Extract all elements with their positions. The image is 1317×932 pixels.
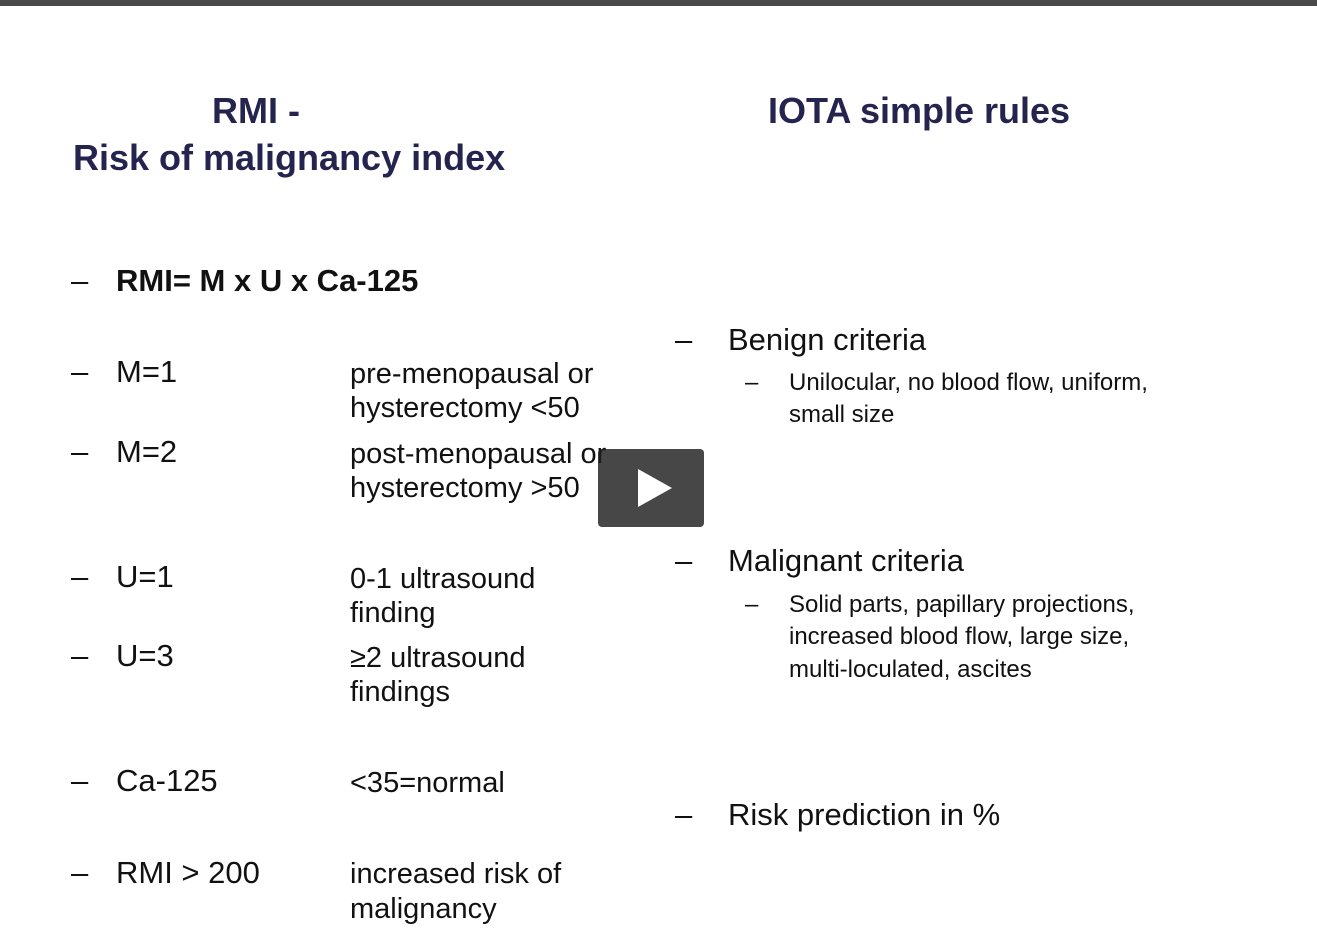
malignant-criteria-text: Solid parts, papillary projections, bbox=[789, 591, 1135, 618]
rmi-factor-label: U=1 bbox=[116, 559, 174, 594]
sub-bullet-dash: – bbox=[745, 591, 759, 618]
play-icon bbox=[638, 469, 672, 507]
bullet-dash: – bbox=[71, 855, 89, 890]
rmi-factor-label: U=3 bbox=[116, 638, 174, 673]
benign-criteria-text: Unilocular, no blood flow, uniform, bbox=[789, 369, 1148, 396]
rmi-title: RMI - bbox=[212, 90, 300, 131]
rmi-factor-desc: pre-menopausal or bbox=[350, 358, 594, 390]
rmi-subtitle: Risk of malignancy index bbox=[73, 137, 506, 178]
bullet-dash: – bbox=[71, 263, 89, 298]
rmi-factor-label: M=2 bbox=[116, 434, 178, 469]
risk-prediction-heading: Risk prediction in % bbox=[728, 797, 1001, 832]
benign-criteria-text: small size bbox=[789, 401, 895, 428]
top-border-bar bbox=[0, 0, 1317, 6]
sub-bullet-dash: – bbox=[745, 369, 759, 396]
malignant-criteria-heading: Malignant criteria bbox=[728, 543, 965, 578]
rmi-factor-desc: malignancy bbox=[350, 893, 497, 925]
rmi-factor-desc: 0-1 ultrasound bbox=[350, 563, 536, 595]
rmi-factor-label: Ca-125 bbox=[116, 763, 218, 798]
bullet-dash: – bbox=[675, 322, 693, 357]
bullet-dash: – bbox=[675, 797, 693, 832]
rmi-factor-desc: finding bbox=[350, 597, 436, 629]
rmi-factor-desc: hysterectomy <50 bbox=[350, 392, 580, 424]
malignant-criteria-text: multi-loculated, ascites bbox=[789, 656, 1032, 683]
bullet-dash: – bbox=[675, 543, 693, 578]
rmi-factor-desc: increased risk of bbox=[350, 858, 562, 890]
bullet-dash: – bbox=[71, 638, 89, 673]
bullet-dash: – bbox=[71, 354, 89, 389]
rmi-factor-desc: findings bbox=[350, 676, 450, 708]
bullet-dash: – bbox=[71, 559, 89, 594]
rmi-factor-label: RMI > 200 bbox=[116, 855, 260, 890]
bullet-dash: – bbox=[71, 434, 89, 469]
benign-criteria-heading: Benign criteria bbox=[728, 322, 927, 357]
rmi-formula: RMI= M x U x Ca-125 bbox=[116, 263, 419, 298]
rmi-factor-desc: hysterectomy >50 bbox=[350, 472, 580, 504]
iota-title: IOTA simple rules bbox=[768, 90, 1071, 131]
rmi-factor-desc: ≥2 ultrasound bbox=[350, 642, 526, 674]
rmi-factor-label: M=1 bbox=[116, 354, 178, 389]
rmi-factor-desc: post-menopausal or bbox=[350, 438, 607, 470]
malignant-criteria-text: increased blood flow, large size, bbox=[789, 623, 1130, 650]
bullet-dash: – bbox=[71, 763, 89, 798]
play-button[interactable] bbox=[598, 449, 704, 527]
rmi-factor-desc: <35=normal bbox=[350, 767, 505, 799]
